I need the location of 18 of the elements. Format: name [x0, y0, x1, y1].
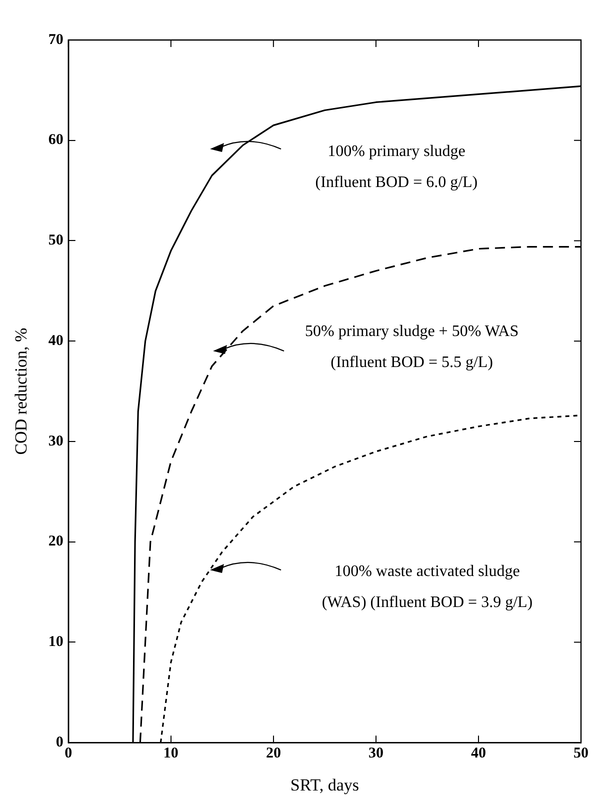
x-axis-title: SRT, days — [290, 775, 359, 794]
y-tick-label: 40 — [48, 332, 64, 349]
y-tick-label: 50 — [48, 232, 64, 249]
y-tick-label: 0 — [56, 734, 64, 750]
y-tick-label: 30 — [48, 433, 64, 450]
y-tick-label: 20 — [48, 534, 64, 550]
y-tick-label: 10 — [48, 634, 64, 650]
x-tick-label: 50 — [574, 745, 588, 762]
x-tick-label: 30 — [368, 745, 384, 762]
x-tick-label: 20 — [266, 745, 281, 762]
x-tick-label: 40 — [470, 745, 486, 762]
y-tick-label: 70 — [48, 32, 64, 48]
annotation: 50% primary sludge + 50% WAS (Influent BOD = 5.5 g/L) — [305, 322, 519, 371]
annotation: 100% waste activated sludge (WAS) (Influent BOD = 3.9 g/L) — [322, 563, 533, 612]
x-tick-label: 10 — [163, 745, 178, 762]
y-axis-title: COD reduction, % — [12, 328, 31, 455]
y-tick-label: 60 — [48, 132, 64, 148]
annotation: 100% primary sludge (Influent BOD = 6.0 g/L) — [315, 142, 478, 191]
